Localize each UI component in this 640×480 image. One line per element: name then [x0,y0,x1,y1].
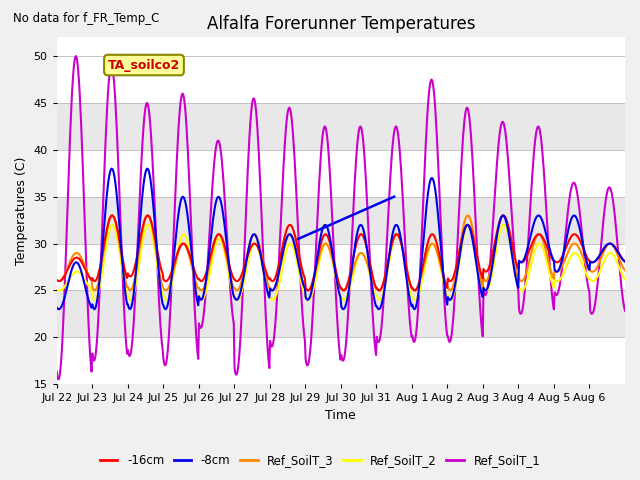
Title: Alfalfa Forerunner Temperatures: Alfalfa Forerunner Temperatures [207,15,475,33]
Text: No data for f_FR_Temp_C: No data for f_FR_Temp_C [13,12,159,25]
Bar [57,197,625,243]
Text: TA_soilco2: TA_soilco2 [108,59,180,72]
Bar [57,243,625,290]
Bar [57,150,625,197]
Bar [57,337,625,384]
Bar [57,103,625,150]
Legend: -16cm, -8cm, Ref_SoilT_3, Ref_SoilT_2, Ref_SoilT_1: -16cm, -8cm, Ref_SoilT_3, Ref_SoilT_2, R… [95,449,545,472]
X-axis label: Time: Time [326,409,356,422]
Y-axis label: Temperatures (C): Temperatures (C) [15,156,28,265]
Bar [57,56,625,103]
Bar [57,290,625,337]
